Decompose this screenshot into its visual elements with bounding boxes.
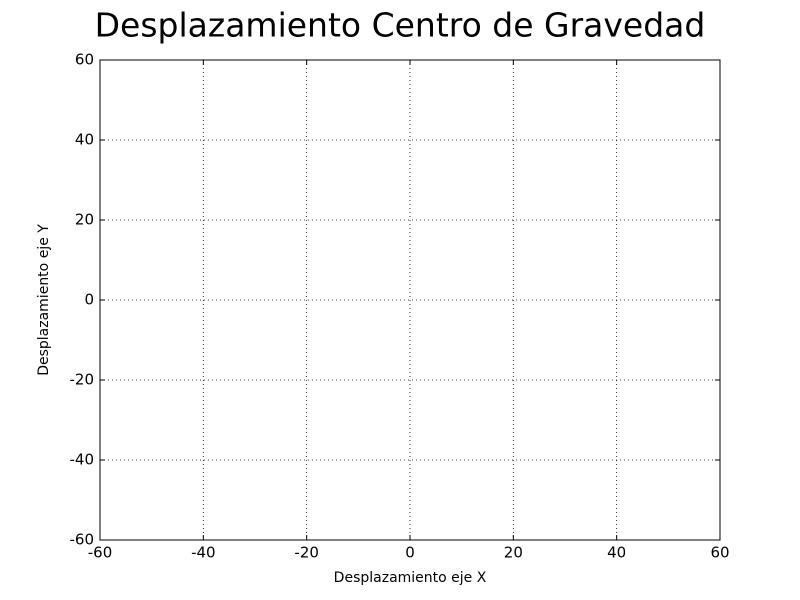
y-tick-label: 60 (75, 51, 94, 69)
x-tick-label: 60 (710, 544, 729, 562)
y-tick-label: 20 (75, 211, 94, 229)
y-tick-label: 40 (75, 131, 94, 149)
chart-title: Desplazamiento Centro de Gravedad (95, 6, 706, 45)
y-tick-label: -40 (70, 451, 95, 469)
y-axis-label: Desplazamiento eje Y (36, 224, 52, 376)
x-tick-label: 0 (405, 544, 415, 562)
x-tick-label: -40 (191, 544, 216, 562)
x-tick-label: 40 (607, 544, 626, 562)
x-axis-label: Desplazamiento eje X (334, 570, 487, 586)
y-tick-label: -60 (70, 531, 95, 549)
x-tick-label: -20 (294, 544, 319, 562)
plot-frame (99, 59, 721, 541)
x-tick-label: -60 (88, 544, 113, 562)
y-tick-label: 0 (84, 291, 94, 309)
y-tick-label: -20 (70, 371, 95, 389)
x-tick-label: 20 (504, 544, 523, 562)
